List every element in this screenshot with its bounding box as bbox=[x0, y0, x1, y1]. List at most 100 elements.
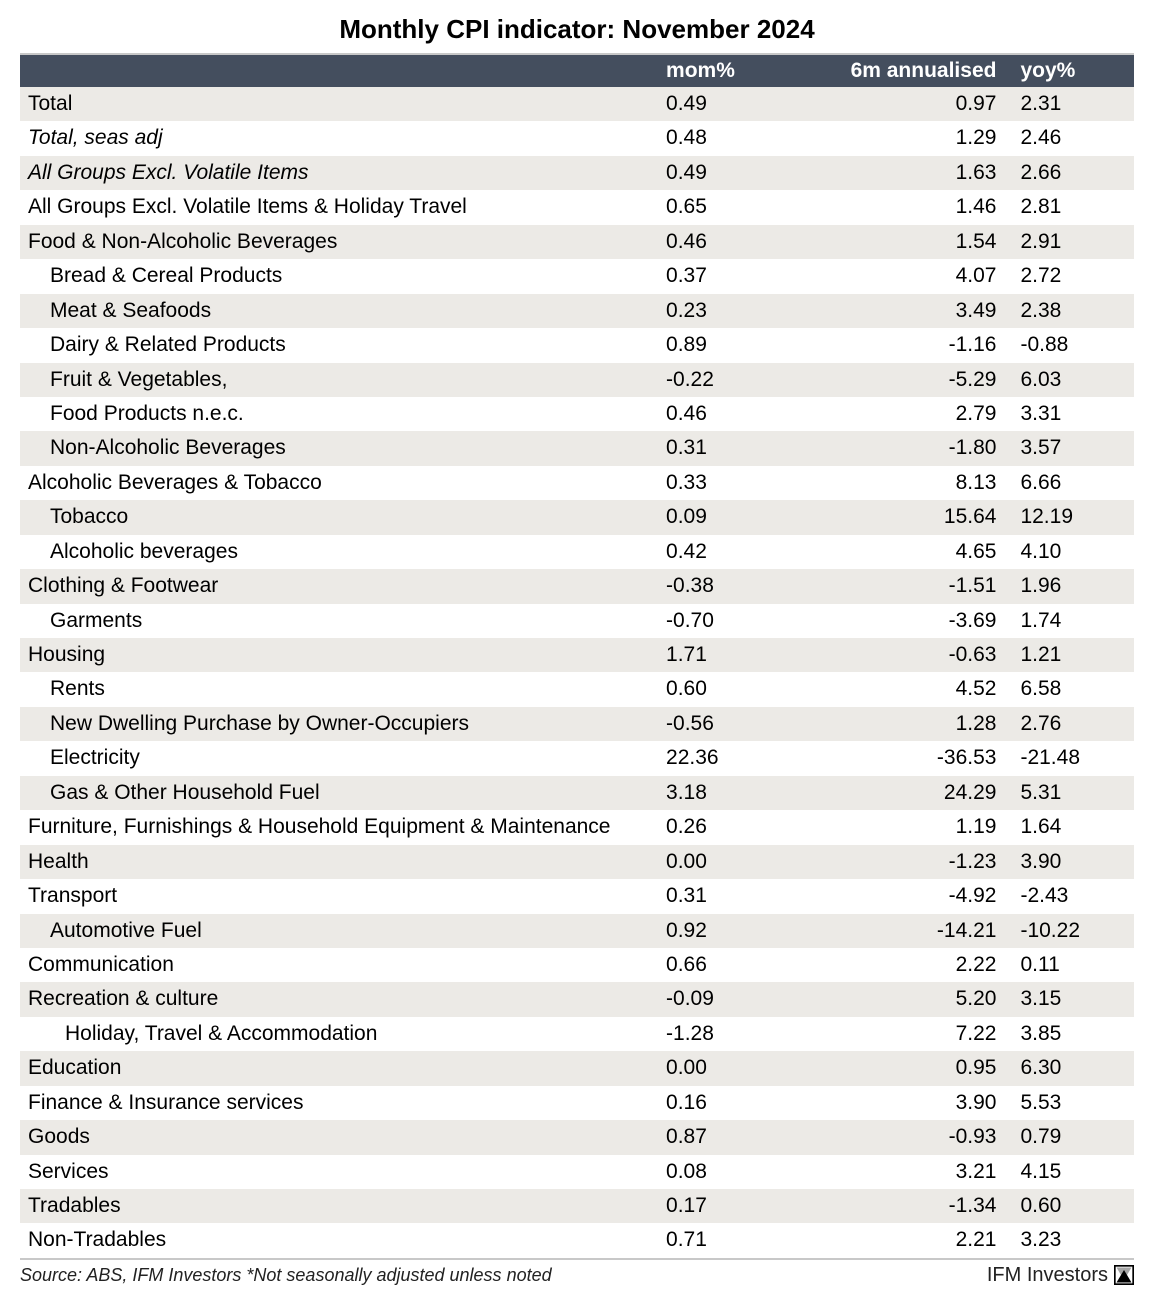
row-label: Bread & Cereal Products bbox=[20, 259, 658, 293]
row-label: Communication bbox=[20, 948, 658, 982]
row-label: Alcoholic Beverages & Tobacco bbox=[20, 466, 658, 500]
row-6m: 4.07 bbox=[780, 259, 1013, 293]
row-yoy: 2.46 bbox=[1012, 121, 1134, 155]
row-yoy: 3.23 bbox=[1012, 1223, 1134, 1257]
col-header-mom: mom% bbox=[658, 54, 780, 87]
row-mom: 1.71 bbox=[658, 638, 780, 672]
row-6m: 3.21 bbox=[780, 1155, 1013, 1189]
row-mom: 22.36 bbox=[658, 741, 780, 775]
row-yoy: 3.90 bbox=[1012, 845, 1134, 879]
row-label: Total bbox=[20, 87, 658, 121]
row-yoy: 3.31 bbox=[1012, 397, 1134, 431]
row-label: Fruit & Vegetables, bbox=[20, 363, 658, 397]
row-6m: 3.49 bbox=[780, 294, 1013, 328]
row-mom: 0.00 bbox=[658, 1051, 780, 1085]
row-mom: -0.22 bbox=[658, 363, 780, 397]
table-row: Communication0.662.220.11 bbox=[20, 948, 1134, 982]
row-mom: 0.17 bbox=[658, 1189, 780, 1223]
row-6m: -4.92 bbox=[780, 879, 1013, 913]
table-row: New Dwelling Purchase by Owner-Occupiers… bbox=[20, 707, 1134, 741]
row-6m: 2.21 bbox=[780, 1223, 1013, 1257]
row-6m: 1.54 bbox=[780, 225, 1013, 259]
row-yoy: 3.85 bbox=[1012, 1017, 1134, 1051]
row-yoy: 1.74 bbox=[1012, 604, 1134, 638]
table-row: Rents0.604.526.58 bbox=[20, 672, 1134, 706]
table-row: Non-Tradables0.712.213.23 bbox=[20, 1223, 1134, 1257]
row-mom: -0.70 bbox=[658, 604, 780, 638]
table-row: Food Products n.e.c.0.462.793.31 bbox=[20, 397, 1134, 431]
row-6m: -0.93 bbox=[780, 1120, 1013, 1154]
row-yoy: 4.10 bbox=[1012, 535, 1134, 569]
row-label: Garments bbox=[20, 604, 658, 638]
table-row: Non-Alcoholic Beverages0.31-1.803.57 bbox=[20, 431, 1134, 465]
row-mom: 0.92 bbox=[658, 914, 780, 948]
row-mom: 0.16 bbox=[658, 1086, 780, 1120]
row-mom: 0.33 bbox=[658, 466, 780, 500]
row-6m: 7.22 bbox=[780, 1017, 1013, 1051]
table-row: Holiday, Travel & Accommodation-1.287.22… bbox=[20, 1017, 1134, 1051]
row-mom: 0.31 bbox=[658, 431, 780, 465]
row-mom: 0.66 bbox=[658, 948, 780, 982]
brand-text: IFM Investors bbox=[987, 1264, 1108, 1287]
table-row: Services0.083.214.15 bbox=[20, 1155, 1134, 1189]
row-6m: -1.51 bbox=[780, 569, 1013, 603]
row-label: Rents bbox=[20, 672, 658, 706]
col-header-6m: 6m annualised bbox=[780, 54, 1013, 87]
table-footer: Source: ABS, IFM Investors *Not seasonal… bbox=[20, 1258, 1134, 1287]
table-row: Furniture, Furnishings & Household Equip… bbox=[20, 810, 1134, 844]
table-row: Alcoholic beverages0.424.654.10 bbox=[20, 535, 1134, 569]
row-6m: -14.21 bbox=[780, 914, 1013, 948]
row-label: Meat & Seafoods bbox=[20, 294, 658, 328]
row-yoy: 12.19 bbox=[1012, 500, 1134, 534]
row-6m: 0.95 bbox=[780, 1051, 1013, 1085]
row-label: Tradables bbox=[20, 1189, 658, 1223]
row-yoy: 1.96 bbox=[1012, 569, 1134, 603]
row-mom: 0.31 bbox=[658, 879, 780, 913]
table-row: Total, seas adj0.481.292.46 bbox=[20, 121, 1134, 155]
row-mom: 0.60 bbox=[658, 672, 780, 706]
row-label: Goods bbox=[20, 1120, 658, 1154]
row-label: All Groups Excl. Volatile Items bbox=[20, 156, 658, 190]
table-row: Finance & Insurance services0.163.905.53 bbox=[20, 1086, 1134, 1120]
table-row: Education0.000.956.30 bbox=[20, 1051, 1134, 1085]
row-mom: 0.00 bbox=[658, 845, 780, 879]
row-label: Electricity bbox=[20, 741, 658, 775]
row-yoy: 6.66 bbox=[1012, 466, 1134, 500]
row-6m: 1.19 bbox=[780, 810, 1013, 844]
row-mom: 0.89 bbox=[658, 328, 780, 362]
row-6m: 0.97 bbox=[780, 87, 1013, 121]
row-yoy: -2.43 bbox=[1012, 879, 1134, 913]
table-row: Housing1.71-0.631.21 bbox=[20, 638, 1134, 672]
row-yoy: 2.66 bbox=[1012, 156, 1134, 190]
row-yoy: 3.15 bbox=[1012, 982, 1134, 1016]
row-yoy: 1.64 bbox=[1012, 810, 1134, 844]
footer-source: Source: ABS, IFM Investors *Not seasonal… bbox=[20, 1265, 552, 1286]
row-6m: 4.52 bbox=[780, 672, 1013, 706]
row-mom: 0.23 bbox=[658, 294, 780, 328]
row-yoy: 4.15 bbox=[1012, 1155, 1134, 1189]
row-mom: 0.87 bbox=[658, 1120, 780, 1154]
row-yoy: 3.57 bbox=[1012, 431, 1134, 465]
row-label: Tobacco bbox=[20, 500, 658, 534]
row-6m: -1.23 bbox=[780, 845, 1013, 879]
row-mom: -1.28 bbox=[658, 1017, 780, 1051]
row-mom: 0.71 bbox=[658, 1223, 780, 1257]
row-yoy: 2.91 bbox=[1012, 225, 1134, 259]
row-mom: -0.09 bbox=[658, 982, 780, 1016]
row-label: Transport bbox=[20, 879, 658, 913]
row-6m: -0.63 bbox=[780, 638, 1013, 672]
row-yoy: -0.88 bbox=[1012, 328, 1134, 362]
row-mom: 0.65 bbox=[658, 190, 780, 224]
row-yoy: 2.81 bbox=[1012, 190, 1134, 224]
row-label: Holiday, Travel & Accommodation bbox=[20, 1017, 658, 1051]
row-6m: -1.80 bbox=[780, 431, 1013, 465]
row-6m: 1.63 bbox=[780, 156, 1013, 190]
row-label: Services bbox=[20, 1155, 658, 1189]
row-label: Food Products n.e.c. bbox=[20, 397, 658, 431]
table-row: Clothing & Footwear-0.38-1.511.96 bbox=[20, 569, 1134, 603]
row-6m: 5.20 bbox=[780, 982, 1013, 1016]
table-body: Total0.490.972.31Total, seas adj0.481.29… bbox=[20, 87, 1134, 1258]
row-label: All Groups Excl. Volatile Items & Holida… bbox=[20, 190, 658, 224]
row-mom: 0.46 bbox=[658, 397, 780, 431]
row-label: Gas & Other Household Fuel bbox=[20, 776, 658, 810]
